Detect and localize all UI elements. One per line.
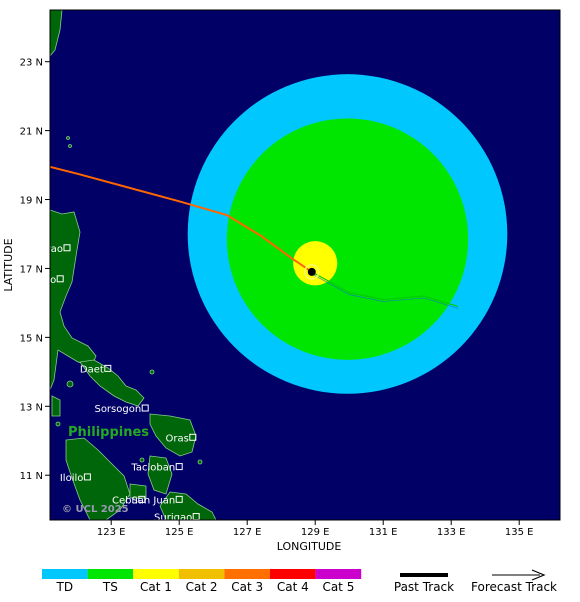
- city-label: Cebu: [112, 495, 138, 506]
- arrow-head-icon: [531, 569, 546, 581]
- lat-tick-label: 13 N: [20, 402, 43, 413]
- city-label: Tacloban: [130, 463, 175, 474]
- taiwan-coast: [50, 10, 63, 57]
- y-axis-title: LATITUDE: [2, 238, 15, 291]
- samar-island: [149, 413, 197, 457]
- city-label: Sorsogon: [94, 404, 141, 415]
- past-track-legend-label: Past Track: [394, 580, 454, 594]
- legend-swatch: [315, 569, 362, 579]
- lon-tick-label: 123 E: [97, 527, 126, 538]
- city-label: Oras: [165, 433, 188, 444]
- city-label: San Juan: [131, 495, 175, 506]
- legend-label: Cat 2: [186, 580, 218, 594]
- legend-swatch: [178, 569, 225, 579]
- legend-label: TD: [56, 580, 74, 594]
- storm-center-marker: [307, 267, 316, 276]
- city-label: Tuguegarao: [3, 244, 63, 255]
- lon-tick-label: 127 E: [233, 527, 262, 538]
- city-marker-icon: [104, 364, 112, 372]
- lon-tick-label: 125 E: [165, 527, 194, 538]
- city-label: Iloilo: [60, 473, 84, 484]
- city-marker-icon: [141, 404, 149, 412]
- legend-swatch: [270, 569, 316, 579]
- city-marker-icon: [175, 495, 183, 503]
- tropical-storm-wind-field: [226, 118, 469, 360]
- bohol-island: [129, 483, 147, 499]
- city-marker-icon: [63, 244, 71, 252]
- legend-swatch: [224, 569, 270, 579]
- panay-negros-cebu: [65, 437, 131, 520]
- legend-label: Cat 1: [140, 580, 172, 594]
- lat-tick-label: 11 N: [20, 471, 43, 482]
- bicol-peninsula: [79, 359, 145, 407]
- luzon-island: [50, 209, 97, 391]
- category-1-wind-field: [293, 241, 338, 286]
- city-markers: Tuguegarao Santiago Daet Sorsogon Oras Taclob…: [3, 244, 200, 524]
- lon-tick-label: 133 E: [437, 527, 466, 538]
- city-label: Surigao: [154, 513, 192, 524]
- lon-tick-label: 135 E: [505, 527, 534, 538]
- legend-swatch: [133, 569, 179, 579]
- city-marker-icon: [83, 473, 91, 481]
- city-marker-icon: [56, 275, 64, 283]
- legend-label: Cat 3: [231, 580, 263, 594]
- legend-label: TS: [102, 580, 118, 594]
- small-islands: [55, 136, 203, 465]
- land-masses: [50, 10, 217, 520]
- copyright-label: © UCL 2025: [62, 504, 129, 515]
- lat-tick-label: 15 N: [20, 333, 43, 344]
- city-marker-icon: [189, 433, 197, 441]
- legend-swatch: [87, 569, 134, 579]
- leyte-island: [147, 455, 173, 495]
- x-axis-title: LONGITUDE: [277, 540, 342, 553]
- past-track-legend: Past Track: [394, 573, 454, 594]
- plot-frame: [49, 9, 561, 521]
- legend-swatch: [42, 569, 88, 579]
- city-label: Daet: [80, 364, 104, 375]
- legend-label: Cat 4: [277, 580, 309, 594]
- axis-ticks: 123 E 125 E 127 E 129 E 131 E 133 E 135 E 23 N 2…: [20, 58, 534, 538]
- mindoro-island: [51, 395, 61, 417]
- forecast-track-edge: [311, 273, 459, 309]
- lat-tick-label: 17 N: [20, 264, 43, 275]
- lat-tick-label: 21 N: [20, 127, 43, 138]
- forecast-track-line: [311, 271, 459, 307]
- category-legend: TD TS Cat 1 Cat 2 Cat 3 Cat 4 Cat 5: [42, 569, 362, 594]
- past-track-line: [50, 165, 313, 273]
- lat-tick-label: 23 N: [20, 58, 43, 69]
- country-label: Philippines: [68, 425, 149, 440]
- storm-center-ring: [304, 264, 320, 280]
- city-marker-icon: [175, 463, 183, 471]
- city-label: Santiago: [12, 275, 56, 286]
- mindanao-north: [159, 491, 217, 520]
- city-marker-icon: [138, 495, 146, 503]
- lon-tick-label: 129 E: [301, 527, 330, 538]
- forecast-track-legend-label: Forecast Track: [471, 580, 557, 594]
- forecast-track-legend: Forecast Track: [471, 569, 557, 594]
- legend-label: Cat 5: [322, 580, 354, 594]
- lat-tick-label: 19 N: [20, 196, 43, 207]
- lon-tick-label: 131 E: [369, 527, 398, 538]
